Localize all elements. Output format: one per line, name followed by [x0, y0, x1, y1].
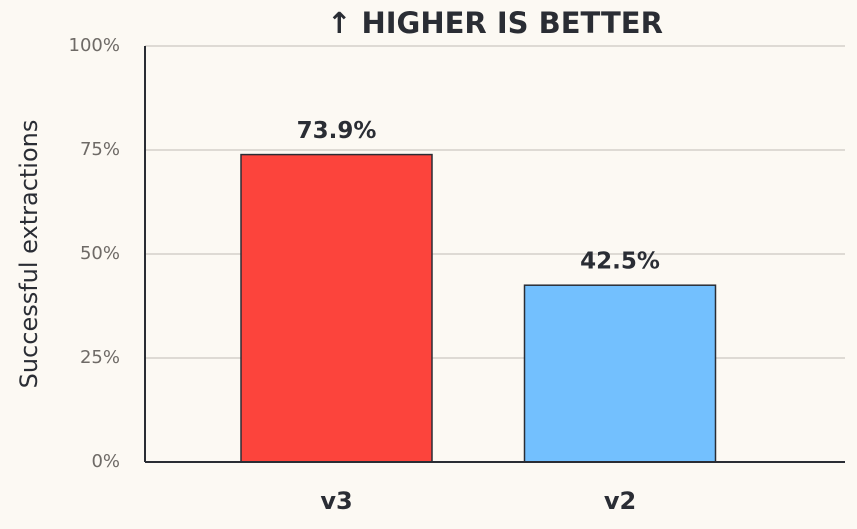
x-tick-label: v3 — [320, 487, 352, 515]
y-tick-label: 75% — [80, 139, 120, 160]
data-label: 73.9% — [297, 118, 377, 144]
x-tick-label: v2 — [604, 487, 636, 515]
plot: 73.9% 42.5% — [240, 118, 717, 463]
bar — [240, 153, 433, 463]
y-tick-label: 25% — [80, 347, 120, 368]
y-tick-label: 100% — [69, 35, 120, 56]
y-axis-label: Successful extractions — [15, 120, 43, 389]
bar — [523, 284, 717, 463]
chart-title: ↑ HIGHER IS BETTER — [327, 6, 663, 40]
data-label: 42.5% — [580, 249, 660, 275]
y-tick-label: 50% — [80, 243, 120, 264]
y-tick-label: 0% — [91, 451, 120, 472]
